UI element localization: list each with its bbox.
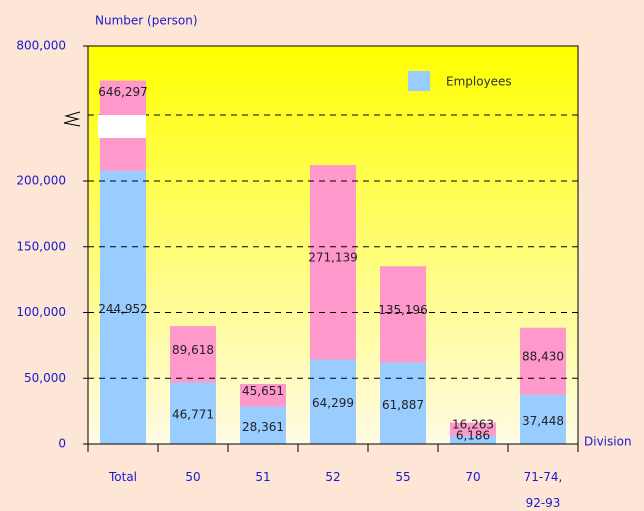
x-tick-label: 52 bbox=[325, 470, 341, 484]
data-label: 16,263 bbox=[452, 418, 494, 432]
bar-employees bbox=[240, 406, 286, 444]
y-tick-label: 0 bbox=[58, 437, 66, 451]
data-label: 89,618 bbox=[172, 343, 214, 357]
x-tick-label: 50 bbox=[185, 470, 201, 484]
data-label: 46,771 bbox=[172, 408, 214, 422]
data-label: 6,186 bbox=[456, 429, 490, 443]
data-label: 64,299 bbox=[312, 396, 354, 410]
x-tick-label: 70 bbox=[465, 470, 481, 484]
data-label: 88,430 bbox=[522, 350, 564, 364]
y-tick-label: 150,000 bbox=[16, 239, 66, 253]
y-tick-label: 200,000 bbox=[16, 174, 66, 188]
bar-employees bbox=[520, 394, 566, 444]
bar-employees bbox=[100, 170, 146, 444]
data-label: 37,448 bbox=[522, 414, 564, 428]
x-tick-label: Total bbox=[108, 470, 138, 484]
data-label: 28,361 bbox=[242, 420, 284, 434]
data-label: 45,651 bbox=[242, 384, 284, 398]
y-axis-title: Number (person) bbox=[95, 14, 198, 28]
axis-break-band bbox=[98, 115, 146, 138]
x-axis-title: Division bbox=[584, 435, 632, 449]
legend-label: Employees bbox=[446, 75, 512, 89]
data-label: 61,887 bbox=[382, 398, 424, 412]
data-label: 244,952 bbox=[98, 302, 148, 316]
y-tick-label: 800,000 bbox=[16, 39, 66, 53]
bar-employees bbox=[450, 435, 496, 444]
data-label: 271,139 bbox=[308, 251, 358, 265]
data-label: 646,297 bbox=[98, 85, 148, 99]
x-tick-label: 55 bbox=[395, 470, 411, 484]
data-label: 135,196 bbox=[378, 303, 428, 317]
axis-break-mark bbox=[63, 111, 81, 127]
bar-employees bbox=[170, 382, 216, 444]
legend-swatch bbox=[408, 71, 430, 91]
y-tick-label: 100,000 bbox=[16, 305, 66, 319]
x-tick-label: 71-74, 92-93 bbox=[523, 470, 563, 510]
bar-employees bbox=[310, 359, 356, 444]
bar-employees bbox=[380, 362, 426, 444]
y-tick-label: 50,000 bbox=[24, 371, 66, 385]
x-tick-label: 51 bbox=[255, 470, 271, 484]
